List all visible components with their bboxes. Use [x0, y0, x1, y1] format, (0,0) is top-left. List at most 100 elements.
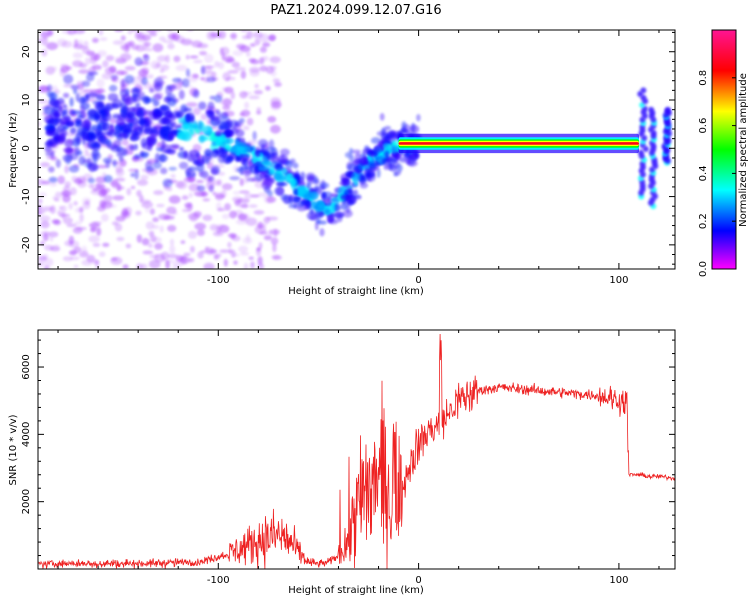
spectrogram-noise-blob	[172, 211, 178, 216]
spectrogram-ridge-blob	[280, 193, 288, 201]
spectrogram-ridge-blob	[48, 176, 58, 183]
spectrogram-noise-blob	[248, 256, 254, 260]
spectrogram-noise-blob	[243, 91, 253, 95]
spectrogram-noise-blob	[200, 250, 211, 254]
spectrogram-noise-blob	[261, 56, 269, 61]
spectrogram-ridge-blob	[153, 93, 162, 101]
spectrogram-noise-blob	[194, 222, 206, 230]
spectrogram-noise-blob	[160, 251, 170, 261]
spectrogram-ridge-blob	[144, 110, 153, 116]
spectrogram-noise-blob	[159, 36, 166, 42]
spectrogram-noise-blob	[99, 37, 108, 41]
spectrogram-noise-blob	[98, 30, 104, 36]
spectrogram-ridge-blob	[238, 117, 245, 124]
spectrogram-noise-blob	[175, 181, 185, 188]
spectrogram-noise-blob	[84, 149, 89, 155]
spectrogram-noise-blob	[91, 64, 102, 70]
spectrogram-ridge-blob	[352, 189, 358, 195]
spectrogram-ridge-blob	[168, 166, 177, 171]
spectrogram-noise-blob	[89, 56, 97, 65]
spectrogram-noise-blob	[221, 183, 233, 191]
spectrogram-noise-blob	[196, 229, 205, 236]
spectrogram-noise-blob	[49, 182, 58, 187]
spectrogram-noise-blob	[125, 243, 132, 249]
spectrogram-ridge-blob	[113, 139, 122, 148]
spectrogram-ridge-blob	[208, 136, 218, 142]
spectrogram-noise-blob	[42, 233, 49, 242]
spectrogram-noise-blob	[234, 209, 244, 217]
colorbar-tick-label: 0.8	[698, 70, 709, 86]
spectrogram-noise-blob	[48, 231, 59, 238]
spectrogram-noise-blob	[256, 107, 262, 112]
spectrogram-ridge-blob	[60, 117, 71, 126]
spectrogram-noise-blob	[175, 64, 188, 72]
spectrogram-ridge-blob	[145, 166, 155, 172]
spectrogram-edge-blob	[637, 149, 644, 156]
spectrogram-ridge-blob	[65, 154, 72, 165]
spectrogram-ridge-blob	[223, 137, 235, 145]
spectrogram-noise-blob	[122, 264, 129, 269]
spectrogram-ridge-blob	[183, 150, 188, 160]
spectrogram-noise-blob	[38, 178, 45, 186]
spectrogram-ridge-blob	[70, 110, 82, 115]
spectrogram-ridge-blob	[384, 125, 392, 131]
spectrogram-noise-blob	[108, 65, 117, 73]
spectrogram-ridge-blob	[299, 171, 306, 180]
colorbar-label: Normalized spectral amplitude	[738, 73, 749, 227]
spectrogram-ridge-blob	[359, 182, 369, 189]
spectrogram-noise-blob	[73, 264, 79, 269]
spectrogram-noise-blob	[270, 97, 281, 105]
spectrogram-ridge-blob	[78, 96, 87, 105]
spectrogram-ridge-blob	[240, 156, 247, 166]
spectrogram-ridge-blob	[135, 111, 142, 117]
spectrogram-ridge-blob	[280, 148, 290, 157]
spectrogram-ridge-blob	[144, 123, 152, 134]
spectrogram-ridge-blob	[46, 84, 53, 92]
spectrogram-ridge-blob	[143, 54, 150, 62]
spectrogram-noise-blob	[266, 216, 279, 221]
spectrogram-noise-blob	[240, 30, 248, 33]
spectrogram-noise-blob	[92, 221, 103, 225]
spectrogram-ridge-blob	[74, 146, 80, 156]
spectrogram-noise-blob	[259, 231, 269, 235]
spectrogram-noise-blob	[58, 206, 64, 210]
spectrogram-noise-blob	[110, 204, 117, 208]
spectrogram-noise-blob	[257, 26, 262, 29]
spectrogram-ridge-blob	[127, 117, 135, 123]
spectrogram-ridge-blob	[62, 92, 70, 98]
spectrogram-noise-blob	[200, 77, 205, 81]
spectrogram-noise-blob	[259, 46, 267, 53]
spectrogram-edge-blob	[640, 87, 647, 94]
spectrogram-ridge-blob	[297, 189, 308, 195]
spectrogram-noise-blob	[221, 189, 227, 198]
spectrogram-noise-blob	[187, 202, 193, 211]
spectrogram-noise-blob	[39, 192, 47, 197]
spectrogram-ridge-blob	[239, 153, 249, 159]
spectrogram-ridge-blob	[191, 124, 200, 129]
y-tick-label: 0	[21, 145, 32, 151]
spectrogram-noise-blob	[221, 87, 228, 92]
spectrogram-ridge-blob	[236, 146, 246, 153]
spectrogram-noise-blob	[227, 70, 239, 74]
spectrogram-ridge-blob	[331, 203, 336, 213]
spectrogram-noise-blob	[96, 50, 107, 57]
spectrogram-noise-blob	[233, 260, 238, 265]
spectrogram-ridge-blob	[209, 95, 216, 100]
spectrogram-ridge-blob	[198, 134, 206, 144]
spectrogram-ridge-blob	[85, 94, 90, 100]
spectrogram-noise-blob	[49, 205, 56, 214]
spectrogram-ridge-blob	[179, 147, 185, 151]
spectrogram-noise-blob	[152, 224, 160, 230]
x-tick-label: -100	[207, 275, 230, 286]
spectrogram-noise-blob	[223, 55, 234, 63]
spectrogram-ridge-blob	[118, 132, 128, 138]
spectrogram-ridge-blob	[77, 114, 83, 119]
spectrogram-ridge-blob	[45, 128, 56, 137]
spectrogram-noise-blob	[121, 139, 129, 146]
spectrogram-noise-blob	[168, 253, 178, 259]
spectrogram-ridge-blob	[70, 127, 77, 134]
spectrogram-noise-blob	[143, 47, 154, 52]
spectrogram-ridge-blob	[116, 152, 125, 157]
spectrogram-ridge-blob	[381, 158, 391, 166]
